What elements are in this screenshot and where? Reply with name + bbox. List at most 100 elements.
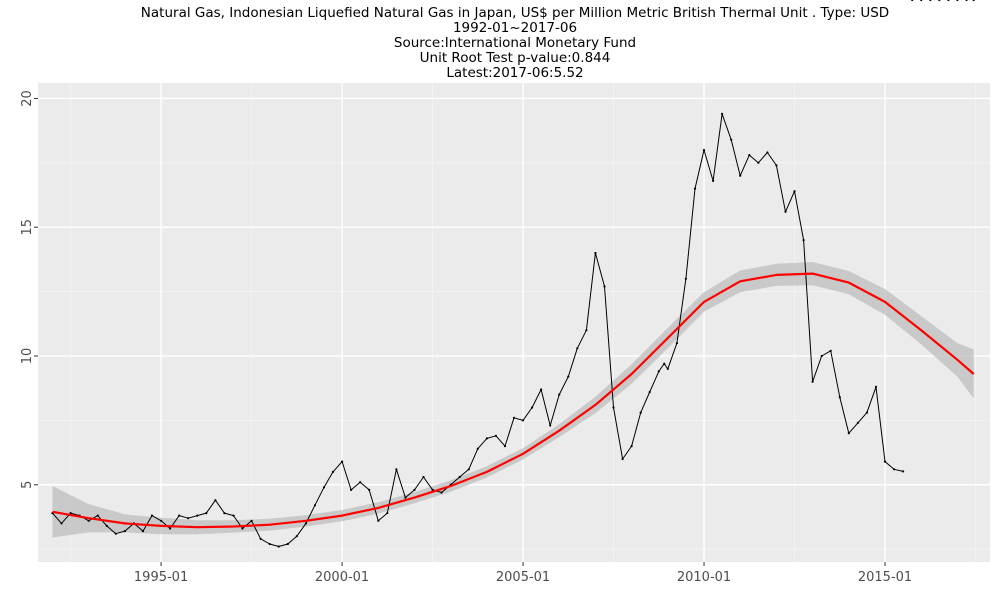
data-point (404, 496, 407, 499)
data-point (187, 517, 190, 520)
data-point (331, 470, 335, 473)
data-point (603, 285, 606, 288)
data-point (929, 0, 932, 2)
data-point (69, 511, 72, 515)
data-point (268, 542, 271, 546)
data-point (178, 514, 181, 517)
data-point (313, 504, 316, 507)
y-tick-label: 15 (20, 219, 35, 236)
x-tick-label: 2005-01 (496, 570, 550, 585)
grid-lines (38, 83, 990, 562)
data-point (621, 457, 624, 461)
data-point (775, 164, 778, 167)
data-point (160, 519, 163, 522)
data-point (549, 424, 552, 427)
data-point (811, 380, 814, 383)
title-line-1: Natural Gas, Indonesian Liquefied Natura… (141, 5, 889, 21)
data-point (259, 537, 262, 540)
y-tick-label: 10 (20, 348, 35, 365)
series-layer (51, 0, 975, 548)
price-line (52, 113, 904, 547)
data-point (458, 475, 461, 479)
x-tick-label: 2010-01 (677, 570, 731, 585)
x-tick-label: 2015-01 (858, 570, 912, 585)
data-point (657, 370, 660, 373)
data-point (972, 0, 975, 2)
confidence-band-area (52, 262, 974, 538)
data-point (585, 329, 588, 332)
data-point (612, 406, 615, 409)
data-point (630, 445, 633, 448)
axes: 1995-01 2000-01 2005-01 2010-01 2015-01 5 10 15… (20, 90, 912, 585)
data-point (856, 421, 860, 424)
data-point (847, 432, 850, 435)
data-point (883, 460, 887, 463)
title-line-2: 1992-01~2017-06 (453, 20, 577, 36)
data-point (512, 416, 516, 419)
data-point (205, 511, 208, 515)
data-point (648, 390, 651, 394)
x-tick-label: 2000-01 (315, 570, 369, 585)
data-point (395, 468, 398, 471)
data-point (304, 522, 307, 525)
data-point (893, 468, 896, 471)
data-point (684, 277, 688, 280)
data-point (250, 519, 253, 522)
data-point (467, 468, 470, 471)
data-point (540, 388, 543, 391)
data-point (730, 138, 733, 141)
plot-panel (38, 83, 990, 562)
y-tick-label: 20 (20, 90, 35, 107)
data-point (150, 514, 154, 517)
data-point (693, 187, 697, 190)
data-point (594, 251, 597, 255)
title-line-5: Latest:2017-06:5.52 (446, 65, 583, 81)
data-point (739, 174, 742, 177)
data-point (838, 396, 841, 399)
data-point (793, 190, 796, 193)
data-point (123, 530, 126, 533)
data-point (196, 514, 199, 517)
data-point (277, 545, 280, 548)
data-point (920, 0, 923, 2)
data-point (721, 112, 724, 115)
data-point (169, 527, 172, 530)
x-tick-label: 1995-01 (134, 570, 188, 585)
data-point (422, 475, 425, 479)
trend-line (52, 272, 975, 529)
data-point (377, 519, 380, 522)
data-point (639, 411, 642, 414)
data-point (359, 481, 362, 484)
data-point (503, 445, 507, 448)
data-point (350, 488, 353, 491)
data-point (712, 179, 715, 182)
data-point (87, 519, 90, 522)
data-point (105, 524, 108, 528)
data-point (558, 393, 561, 396)
data-point (341, 460, 344, 463)
data-point (766, 151, 769, 154)
data-point (702, 148, 706, 152)
data-point (485, 437, 488, 440)
data-point (386, 511, 389, 515)
data-point (141, 530, 145, 533)
data-point (223, 511, 226, 515)
data-point (232, 514, 235, 517)
data-point (368, 488, 371, 491)
data-point (431, 488, 434, 491)
data-point (784, 210, 787, 213)
data-point (902, 470, 905, 473)
data-point (286, 542, 289, 546)
data-point (440, 491, 443, 494)
data-point (874, 385, 878, 388)
title-line-4: Unit Root Test p-value:0.844 (420, 50, 611, 66)
data-point (214, 499, 217, 502)
data-point (476, 447, 479, 450)
data-point (938, 0, 941, 2)
chart-title: Natural Gas, Indonesian Liquefied Natura… (141, 5, 889, 81)
data-point (114, 532, 117, 535)
data-point (241, 527, 244, 530)
data-point (802, 239, 805, 242)
data-point (911, 0, 914, 2)
